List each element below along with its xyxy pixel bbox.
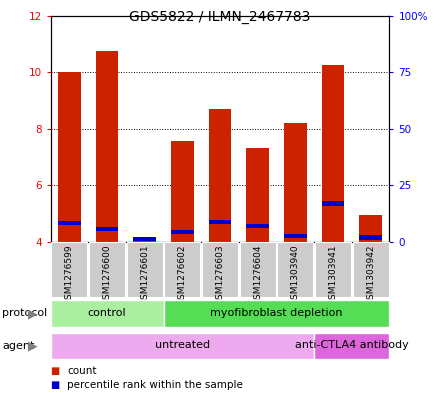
Bar: [209, 109, 231, 242]
Bar: [171, 141, 194, 242]
Text: protocol: protocol: [2, 309, 48, 318]
Bar: [133, 239, 156, 242]
Text: GSM1303942: GSM1303942: [366, 244, 375, 305]
Bar: [315, 242, 351, 297]
Bar: [164, 300, 389, 327]
Text: ■: ■: [51, 380, 60, 390]
Text: untreated: untreated: [155, 340, 210, 351]
Text: myofibroblast depletion: myofibroblast depletion: [210, 308, 343, 318]
Bar: [51, 333, 314, 359]
Text: GDS5822 / ILMN_2467783: GDS5822 / ILMN_2467783: [129, 10, 311, 24]
Bar: [127, 242, 163, 297]
Text: GSM1276604: GSM1276604: [253, 244, 262, 305]
Text: ▶: ▶: [28, 340, 38, 353]
Text: GSM1276600: GSM1276600: [103, 244, 112, 305]
Text: control: control: [88, 308, 126, 318]
Bar: [322, 202, 344, 206]
Bar: [51, 242, 88, 297]
Text: GSM1276603: GSM1276603: [216, 244, 224, 305]
Bar: [58, 72, 81, 242]
Bar: [239, 242, 276, 297]
Bar: [246, 224, 269, 228]
Bar: [314, 333, 389, 359]
Bar: [171, 230, 194, 234]
Text: anti-CTLA4 antibody: anti-CTLA4 antibody: [295, 340, 409, 351]
Text: ■: ■: [51, 366, 60, 376]
Text: percentile rank within the sample: percentile rank within the sample: [67, 380, 243, 390]
Text: agent: agent: [2, 341, 35, 351]
Text: GSM1276599: GSM1276599: [65, 244, 74, 305]
Text: GSM1303940: GSM1303940: [291, 244, 300, 305]
Bar: [96, 51, 118, 242]
Bar: [246, 149, 269, 242]
Text: GSM1303941: GSM1303941: [328, 244, 337, 305]
Text: ▶: ▶: [28, 307, 38, 320]
Bar: [89, 242, 125, 297]
Text: GSM1276602: GSM1276602: [178, 244, 187, 305]
Bar: [359, 215, 382, 242]
Bar: [359, 235, 382, 240]
Bar: [51, 300, 164, 327]
Bar: [284, 123, 307, 242]
Text: count: count: [67, 366, 97, 376]
Text: GSM1276601: GSM1276601: [140, 244, 149, 305]
Bar: [352, 242, 389, 297]
Bar: [202, 242, 238, 297]
Bar: [96, 227, 118, 231]
Bar: [277, 242, 313, 297]
Bar: [133, 237, 156, 241]
Bar: [164, 242, 201, 297]
Bar: [58, 221, 81, 226]
Bar: [284, 234, 307, 238]
Bar: [322, 65, 344, 242]
Bar: [209, 220, 231, 224]
